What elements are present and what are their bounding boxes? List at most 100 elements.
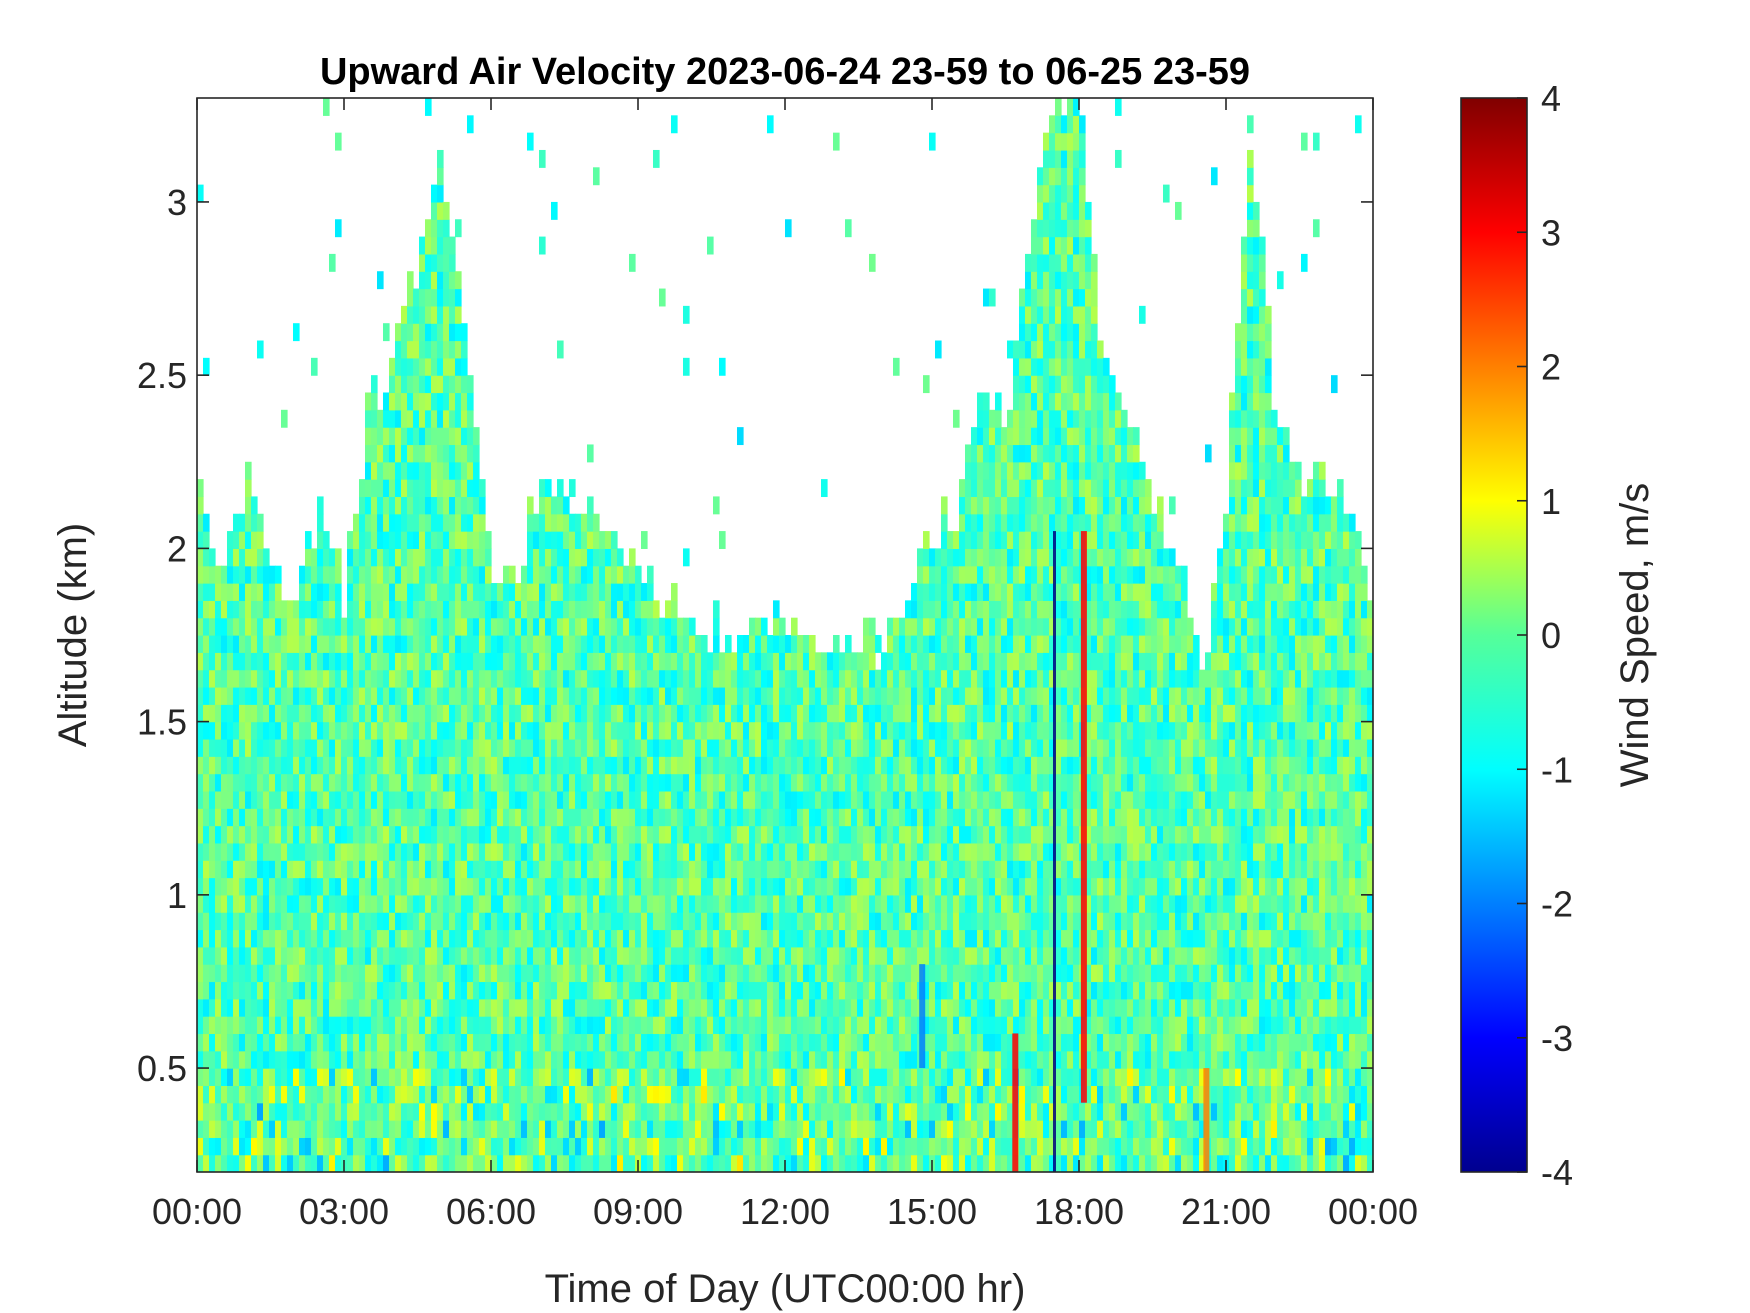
heatmap-cell (647, 981, 654, 1000)
heatmap-cell (251, 773, 258, 792)
heatmap-cell (587, 894, 594, 913)
heatmap-cell (695, 894, 702, 913)
heatmap-cell (257, 617, 264, 636)
heatmap-cell (545, 1120, 552, 1138)
heatmap-cell (791, 669, 798, 688)
heatmap-cell (317, 981, 324, 1000)
heatmap-cell (551, 583, 558, 601)
heatmap-cell (839, 894, 846, 913)
heatmap-cell (473, 790, 480, 809)
heatmap-cell (383, 808, 390, 827)
heatmap-cell (659, 877, 666, 896)
heatmap-cell (461, 583, 468, 601)
heatmap-cell (371, 496, 378, 515)
heatmap-cell (947, 773, 954, 792)
heatmap-cell (413, 461, 420, 480)
heatmap-cell (341, 1137, 348, 1156)
heatmap-cell (209, 825, 216, 844)
heatmap-cell (641, 842, 648, 861)
heatmap-cell (935, 790, 942, 809)
heatmap-cell (383, 1050, 390, 1069)
heatmap-cell (473, 842, 480, 861)
heatmap-cell (359, 860, 366, 879)
heatmap-cell (503, 1033, 510, 1052)
heatmap-cell (833, 635, 840, 653)
heatmap-cell (443, 1050, 450, 1069)
heatmap-cell (329, 721, 336, 740)
heatmap-cell (347, 877, 354, 896)
heatmap-cell (419, 877, 426, 896)
heatmap-cell (239, 548, 246, 567)
heatmap-cell (563, 704, 570, 723)
heatmap-cell (581, 617, 588, 636)
heatmap-cell (935, 808, 942, 827)
heatmap-cell (293, 617, 300, 636)
heatmap-cell (737, 964, 744, 983)
heatmap-cell (695, 635, 702, 653)
heatmap-cell (797, 704, 804, 723)
heatmap-cell (371, 756, 378, 775)
heatmap-cell (629, 1120, 636, 1138)
heatmap-cell (827, 842, 834, 861)
heatmap-cell (413, 981, 420, 1000)
heatmap-cell (335, 686, 342, 705)
heatmap-cell (941, 1154, 948, 1172)
heatmap-cell (851, 1085, 858, 1104)
heatmap-cell (347, 825, 354, 844)
heatmap-cell (359, 756, 366, 775)
heatmap-cell (725, 998, 732, 1017)
heatmap-cell (533, 946, 540, 965)
heatmap-cell (977, 617, 984, 636)
heatmap-cell (701, 704, 708, 723)
heatmap-cell (395, 790, 402, 809)
heatmap-cell (455, 427, 462, 446)
heatmap-cell (227, 998, 234, 1017)
heatmap-cell (677, 842, 684, 861)
heatmap-cell (713, 635, 720, 653)
heatmap-cell (497, 1033, 504, 1052)
heatmap-cell (437, 1102, 444, 1121)
heatmap-cell (605, 1154, 612, 1172)
heatmap-cell (659, 1068, 666, 1086)
heatmap-cell (737, 1154, 744, 1172)
heatmap-cell (551, 860, 558, 879)
heatmap-cell (515, 877, 522, 896)
heatmap-cell (491, 877, 498, 896)
heatmap-cell (203, 704, 210, 723)
heatmap-cell (863, 964, 870, 983)
heatmap-cell (941, 929, 948, 948)
heatmap-cell (395, 635, 402, 653)
heatmap-cell (503, 617, 510, 636)
heatmap-cell (791, 773, 798, 792)
heatmap-cell (611, 946, 618, 965)
heatmap-cell (197, 184, 204, 203)
heatmap-cell (779, 981, 786, 1000)
heatmap-cell (809, 1085, 816, 1104)
heatmap-cell (713, 600, 720, 619)
heatmap-cell (335, 1102, 342, 1121)
heatmap-cell (677, 686, 684, 705)
heatmap-cell (575, 617, 582, 636)
heatmap-cell (767, 842, 774, 861)
heatmap-cell (761, 929, 768, 948)
heatmap-cell (875, 1102, 882, 1121)
heatmap-cell (917, 738, 924, 757)
heatmap-cell (203, 946, 210, 965)
heatmap-cell (209, 1102, 216, 1121)
heatmap-cell (599, 1016, 606, 1035)
heatmap-cell (449, 860, 456, 879)
heatmap-cell (833, 773, 840, 792)
heatmap-cell (473, 617, 480, 636)
heatmap-cell (335, 808, 342, 827)
heatmap-cell (851, 773, 858, 792)
heatmap-cell (557, 929, 564, 948)
heatmap-cell (257, 964, 264, 983)
heatmap-cell (527, 617, 534, 636)
heatmap-cell (797, 964, 804, 983)
heatmap-cell (917, 583, 924, 601)
heatmap-cell (935, 860, 942, 879)
heatmap-cell (497, 894, 504, 913)
heatmap-cell (617, 1120, 624, 1138)
heatmap-cell (335, 1050, 342, 1069)
heatmap-cell (797, 1120, 804, 1138)
